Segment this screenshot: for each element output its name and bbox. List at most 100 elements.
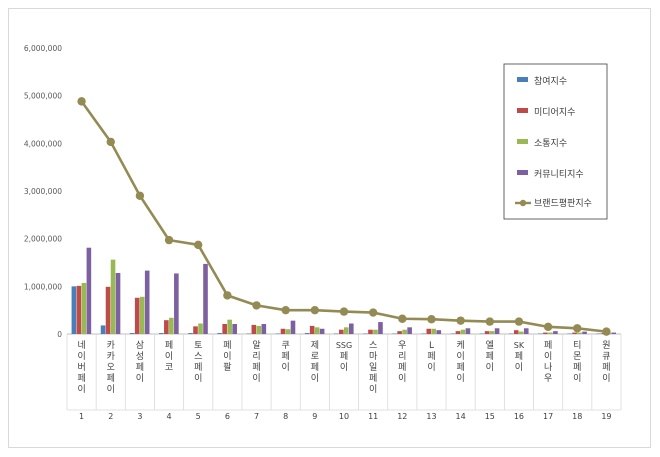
- category-index: 3: [137, 412, 142, 421]
- bar-2: [513, 330, 519, 334]
- line-point: [339, 307, 349, 316]
- legend-swatch: [517, 108, 528, 113]
- bar-4: [465, 328, 471, 334]
- bar-1: [188, 333, 193, 334]
- bar-2: [280, 328, 286, 334]
- bar-3: [169, 317, 174, 334]
- line-point: [368, 308, 378, 317]
- legend-swatch: [517, 77, 528, 82]
- line-point: [514, 317, 524, 326]
- category-index: 19: [601, 412, 611, 421]
- bar-2: [134, 297, 140, 334]
- category-index: 17: [543, 412, 553, 421]
- category-index: 14: [456, 412, 466, 421]
- bars: [71, 247, 617, 334]
- bar-4: [349, 323, 354, 334]
- category-index: 1: [79, 412, 84, 421]
- line-point: [485, 317, 494, 326]
- y-tick-label: 0: [57, 330, 62, 339]
- line-point: [427, 315, 436, 324]
- line-point: [602, 327, 611, 336]
- bar-2: [543, 332, 548, 334]
- bar-4: [582, 331, 587, 334]
- bar-3: [548, 332, 553, 334]
- bar-2: [572, 332, 577, 334]
- y-axis-ticks: 0 1,000,000 2,000,000 3,000,000 4,000,000 5,0…: [24, 44, 62, 339]
- bar-2: [105, 286, 111, 334]
- bar-4: [378, 322, 383, 334]
- line-point: [77, 97, 86, 106]
- legend-label: 커뮤니티지수: [534, 169, 584, 180]
- bar-3: [344, 327, 349, 334]
- category-index: 10: [339, 412, 349, 421]
- bar-4: [611, 332, 617, 334]
- bar-4: [523, 328, 529, 334]
- chart-svg: 0 1,000,000 2,000,000 3,000,000 4,000,000 5,0…: [24, 44, 622, 421]
- bar-2: [76, 285, 82, 334]
- category-label: SK 페 이: [514, 341, 525, 373]
- bar-3: [198, 323, 203, 334]
- category-index: 5: [196, 412, 201, 421]
- bar-1: [304, 333, 310, 334]
- category-index: 18: [572, 412, 582, 421]
- bar-4: [553, 331, 558, 334]
- category-index: 13: [426, 412, 436, 421]
- bar-3: [314, 327, 320, 334]
- legend-swatch: [517, 170, 528, 175]
- category-index: 9: [312, 412, 317, 421]
- legend-label: 미디어지수: [534, 107, 575, 118]
- bar-3: [577, 332, 582, 334]
- category-index: 4: [167, 412, 172, 421]
- line-point: [194, 240, 203, 250]
- bar-4: [174, 273, 179, 334]
- category-label: SSG 페 이: [336, 341, 352, 373]
- bar-4: [494, 328, 500, 334]
- bar-2: [368, 329, 373, 334]
- category-index: 12: [397, 412, 407, 421]
- bar-2: [484, 331, 490, 334]
- line-point: [456, 316, 465, 325]
- bar-1: [129, 333, 135, 334]
- y-tick-label: 5,000,000: [24, 92, 62, 101]
- bar-3: [460, 329, 466, 334]
- bar-1: [100, 325, 106, 334]
- bar-2: [164, 320, 169, 334]
- bar-3: [402, 329, 407, 334]
- bar-4: [115, 272, 121, 334]
- bar-3: [81, 282, 87, 334]
- line-point: [398, 314, 407, 323]
- bar-3: [256, 325, 262, 334]
- line-point: [543, 322, 553, 332]
- legend-label: 참여지수: [534, 75, 567, 87]
- line-point: [252, 301, 261, 310]
- y-tick-label: 2,000,000: [24, 235, 62, 244]
- category-index: 16: [514, 412, 524, 421]
- bar-4: [290, 320, 296, 334]
- bar-3: [431, 328, 437, 334]
- bar-2: [251, 324, 257, 334]
- y-tick-label: 3,000,000: [24, 187, 62, 196]
- category-index: 15: [485, 412, 495, 421]
- bar-3: [139, 296, 145, 334]
- line-point: [135, 191, 145, 200]
- line-point: [164, 235, 174, 245]
- bar-3: [518, 331, 524, 334]
- bar-4: [407, 327, 412, 334]
- bar-4: [144, 270, 150, 334]
- bar-1: [159, 333, 164, 334]
- bar-2: [309, 325, 315, 334]
- category-index: 8: [283, 412, 288, 421]
- category-index: 2: [108, 412, 113, 421]
- category-labels: 네 이 버 페 이 1 카 카 오 페 이 2 삼 성 페 이 3 페 이 코 4 토 스 페 이 5 페 이 팔 6 알 리 페 이 7 쿠 페 이 8 제…: [77, 340, 611, 421]
